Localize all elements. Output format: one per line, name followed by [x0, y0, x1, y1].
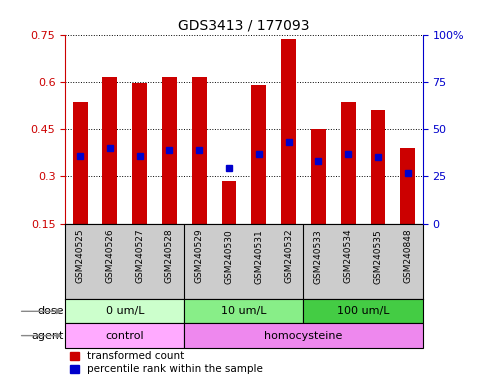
Text: GSM240535: GSM240535 — [373, 229, 383, 284]
Legend: transformed count, percentile rank within the sample: transformed count, percentile rank withi… — [71, 351, 263, 374]
Bar — [400, 148, 415, 223]
Text: GSM240534: GSM240534 — [344, 229, 353, 283]
Text: GSM240528: GSM240528 — [165, 229, 174, 283]
Text: GSM240848: GSM240848 — [403, 229, 412, 283]
Text: dose: dose — [37, 306, 63, 316]
Text: GSM240525: GSM240525 — [76, 229, 85, 283]
Bar — [185, 299, 303, 323]
Text: GSM240526: GSM240526 — [105, 229, 114, 283]
Text: control: control — [105, 331, 144, 341]
Text: homocysteine: homocysteine — [264, 331, 342, 341]
Title: GDS3413 / 177093: GDS3413 / 177093 — [178, 18, 310, 32]
Text: GSM240530: GSM240530 — [225, 229, 233, 284]
Bar — [222, 181, 237, 223]
Bar — [311, 129, 326, 223]
Text: GSM240531: GSM240531 — [255, 229, 263, 284]
Text: GSM240529: GSM240529 — [195, 229, 204, 283]
Text: 100 um/L: 100 um/L — [337, 306, 389, 316]
Text: GSM240533: GSM240533 — [314, 229, 323, 284]
Bar — [281, 39, 296, 223]
Text: GSM240532: GSM240532 — [284, 229, 293, 283]
Bar — [162, 77, 177, 223]
Bar — [370, 110, 385, 223]
Bar — [65, 323, 185, 348]
Bar — [341, 102, 355, 223]
Bar — [72, 102, 87, 223]
Bar — [102, 77, 117, 223]
Text: 10 um/L: 10 um/L — [221, 306, 267, 316]
Bar — [251, 85, 266, 223]
Text: GSM240527: GSM240527 — [135, 229, 144, 283]
Bar — [65, 299, 185, 323]
Text: 0 um/L: 0 um/L — [105, 306, 144, 316]
Bar — [303, 299, 423, 323]
Bar — [185, 323, 423, 348]
Text: agent: agent — [31, 331, 63, 341]
Bar — [132, 83, 147, 223]
Bar — [192, 77, 207, 223]
